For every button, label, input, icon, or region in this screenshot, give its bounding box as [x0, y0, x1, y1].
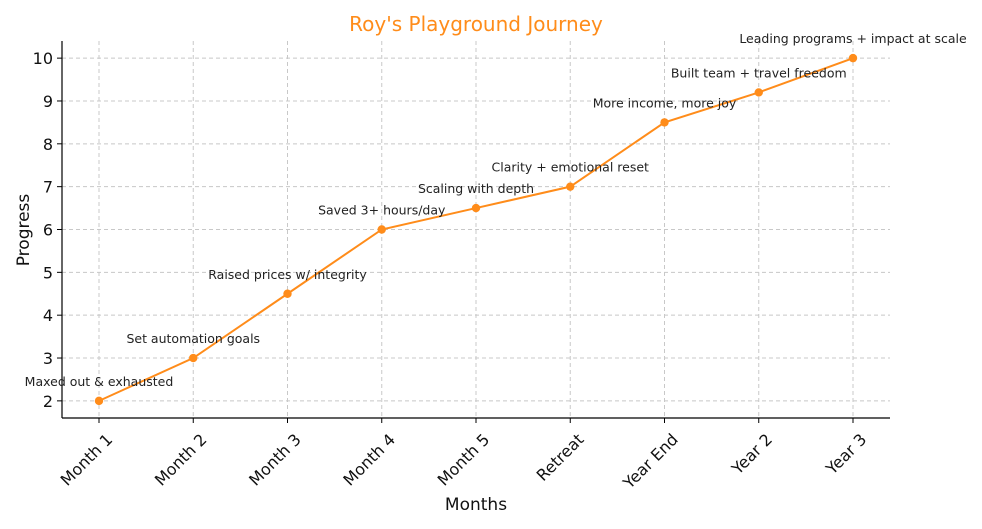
- data-point: [566, 182, 575, 191]
- data-point: [189, 353, 198, 363]
- x-tick-labels: Month 1 Month 2 Month 3 Month 4 Month 5 Retre…: [57, 430, 871, 493]
- y-tick-label: 9: [43, 92, 53, 111]
- point-annotation: Set automation goals: [126, 331, 260, 346]
- series-points: [94, 53, 858, 406]
- data-point: [471, 203, 481, 213]
- x-tick-label: Month 1: [57, 430, 117, 490]
- y-tick-label: 10: [33, 49, 53, 68]
- x-tick-label: Year 3: [821, 430, 870, 479]
- axes: [57, 41, 890, 423]
- data-point: [660, 118, 669, 127]
- grid-lines: [62, 41, 890, 418]
- y-tick-label: 5: [43, 263, 53, 282]
- x-tick-label: Month 2: [151, 430, 211, 490]
- data-point: [283, 289, 292, 298]
- y-tick-label: 3: [43, 349, 53, 368]
- y-tick-label: 2: [43, 392, 53, 411]
- y-tick-label: 6: [43, 221, 53, 240]
- point-annotation: Built team + travel freedom: [671, 65, 847, 80]
- point-annotation: Clarity + emotional reset: [492, 160, 650, 175]
- point-annotation: Scaling with depth: [418, 181, 534, 196]
- y-axis-label: Progress: [14, 194, 34, 267]
- chart-title: Roy's Playground Journey: [349, 12, 603, 36]
- x-tick-label: Month 4: [339, 430, 399, 490]
- data-point: [94, 396, 104, 406]
- y-tick-label: 8: [43, 135, 53, 154]
- x-tick-label: Month 5: [434, 430, 494, 490]
- x-tick-label: Month 3: [245, 430, 305, 490]
- y-tick-labels: 2 3 4 5 6 7 8 9 10: [33, 49, 53, 411]
- y-tick-label: 7: [43, 178, 53, 197]
- x-tick-label: Retreat: [533, 430, 588, 485]
- data-point: [377, 225, 386, 234]
- point-annotation: Saved 3+ hours/day: [318, 203, 446, 218]
- point-annotation: Leading programs + impact at scale: [739, 31, 967, 46]
- annotations: Maxed out & exhausted Set automation goal…: [25, 31, 967, 389]
- data-point: [754, 88, 763, 97]
- x-tick-label: Year 2: [727, 430, 776, 479]
- y-tick-label: 4: [43, 306, 53, 325]
- point-annotation: Maxed out & exhausted: [25, 374, 174, 389]
- data-point: [848, 53, 858, 63]
- x-tick-label: Year End: [619, 430, 682, 493]
- point-annotation: Raised prices w/ integrity: [208, 267, 367, 282]
- point-annotation: More income, more joy: [593, 95, 737, 110]
- x-axis-label: Months: [445, 495, 507, 515]
